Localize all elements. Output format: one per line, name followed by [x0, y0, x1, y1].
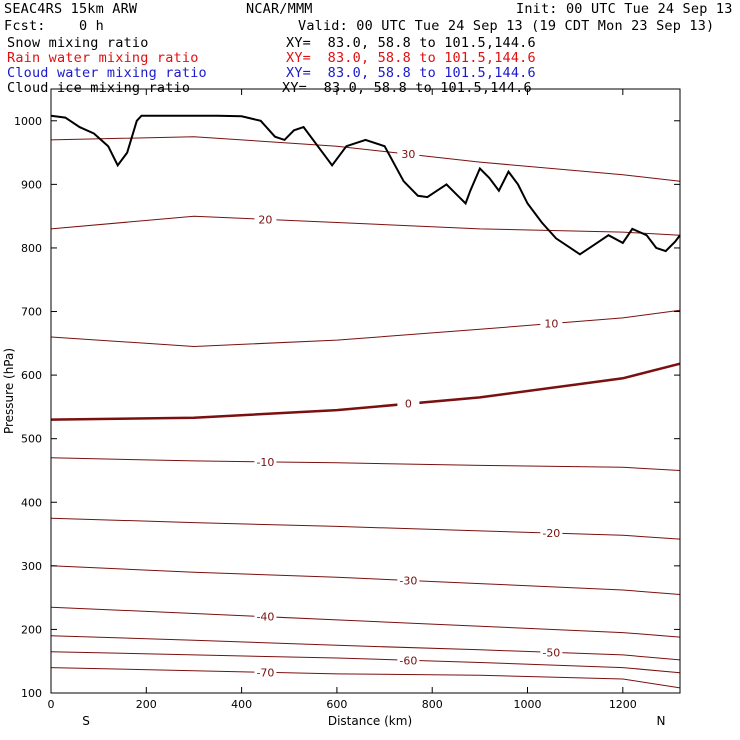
- contour-label: 10: [544, 318, 558, 331]
- field-snow-xy: XY= 83.0, 58.8 to 101.5,144.6: [286, 35, 536, 51]
- contour-label: 30: [401, 148, 415, 161]
- north-label: N: [657, 714, 666, 728]
- contour-line: [50, 517, 681, 540]
- valid-time: Valid: 00 UTC Tue 24 Sep 13 (19 CDT Mon …: [298, 18, 715, 34]
- field-rain-xy: XY= 83.0, 58.8 to 101.5,144.6: [286, 50, 536, 66]
- contour-label: -60: [399, 654, 417, 667]
- x-tick-label: 1200: [609, 698, 637, 711]
- center-label: NCAR/MMM: [246, 1, 313, 17]
- y-tick-label: 400: [21, 496, 42, 509]
- contour-label: -20: [542, 527, 560, 540]
- contour-line: [50, 215, 681, 236]
- x-axis-title: Distance (km): [328, 714, 412, 728]
- south-label: S: [82, 714, 90, 728]
- field-cloud-ice-name: Cloud ice mixing ratio: [7, 80, 191, 96]
- y-tick-label: 600: [21, 369, 42, 382]
- field-cloud-water-name: Cloud water mixing ratio: [7, 65, 207, 81]
- y-tick-label: 1000: [14, 115, 42, 128]
- forecast-hour: Fcst: 0 h: [4, 18, 104, 34]
- contour-label: -40: [256, 611, 274, 624]
- x-tick-label: 0: [48, 698, 55, 711]
- y-tick-label: 300: [21, 560, 42, 573]
- y-tick-label: 100: [21, 687, 42, 700]
- contour-label-bg: [540, 646, 563, 659]
- contour-label-bg: [397, 574, 420, 587]
- y-tick-label: 900: [21, 178, 42, 191]
- contour-label-bg: [254, 610, 277, 623]
- model-title: SEAC4RS 15km ARW: [4, 1, 138, 17]
- terrain: [50, 114, 681, 256]
- init-time: Init: 00 UTC Tue 24 Sep 13: [516, 1, 733, 17]
- contour-label-bg: [397, 654, 420, 667]
- field-cloud-ice-xy: XY= 83.0, 58.8 to 101.5,144.6: [282, 80, 532, 96]
- y-tick-label: 800: [21, 242, 42, 255]
- contour-label-bg: [397, 397, 420, 410]
- contour-label: -70: [256, 666, 274, 679]
- x-tick-label: 600: [326, 698, 347, 711]
- plot-frame: [50, 88, 681, 694]
- terrain-line: [50, 114, 681, 256]
- contour-label-bg: [254, 455, 277, 468]
- contour-label: -50: [542, 646, 560, 659]
- y-tick-label: 700: [21, 306, 42, 319]
- x-tick-label: 400: [231, 698, 252, 711]
- contour-label-bg: [254, 666, 277, 679]
- contour-label: 20: [258, 213, 272, 226]
- x-tick-label: 200: [136, 698, 157, 711]
- contour-label-bg: [397, 148, 420, 161]
- field-rain-name: Rain water mixing ratio: [7, 50, 199, 66]
- contour-line: [50, 136, 681, 182]
- contour-line: [50, 667, 681, 689]
- y-axis-title: Pressure (hPa): [2, 348, 16, 434]
- contour-line: [50, 309, 681, 348]
- contour-label-bg: [540, 317, 563, 330]
- contour-line: [50, 635, 681, 661]
- field-snow-name: Snow mixing ratio: [7, 35, 149, 51]
- field-cloud-water-xy: XY= 83.0, 58.8 to 101.5,144.6: [286, 65, 536, 81]
- x-tick-label: 1000: [514, 698, 542, 711]
- contour-label: -30: [399, 574, 417, 587]
- contour-line: [50, 457, 681, 471]
- contour-line: [50, 565, 681, 595]
- contour-label-bg: [540, 527, 563, 540]
- contour-line: [50, 362, 681, 421]
- x-tick-label: 800: [422, 698, 443, 711]
- contour-label: 0: [405, 398, 412, 411]
- contour-line: [50, 606, 681, 638]
- contour-label: -10: [256, 456, 274, 469]
- y-tick-label: 500: [21, 433, 42, 446]
- y-tick-label: 200: [21, 623, 42, 636]
- temperature-contours: -70 -60 -50 -40 -30 -20 -10 0 10 20 30: [50, 136, 681, 689]
- contour-label-bg: [254, 213, 277, 226]
